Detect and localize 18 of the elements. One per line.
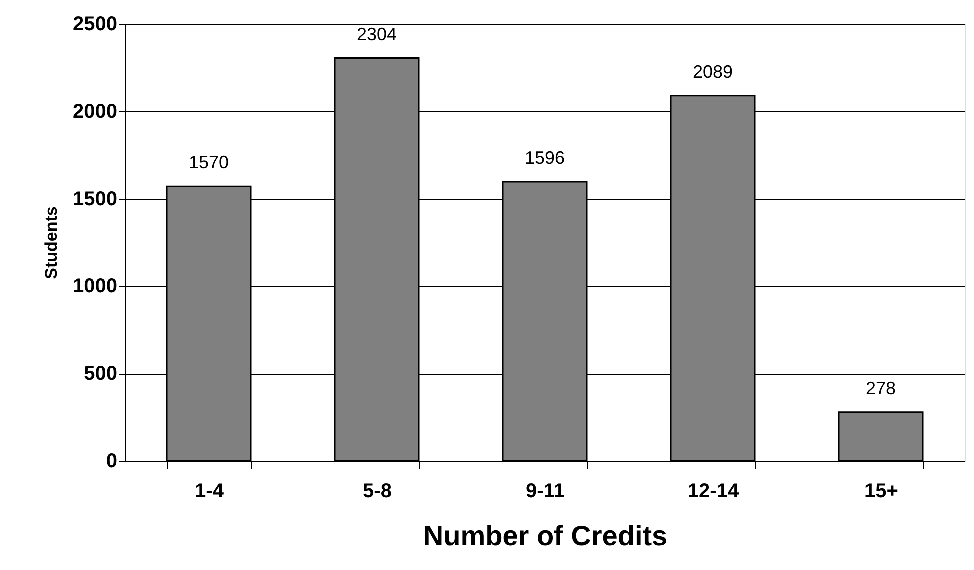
x-tick-label: 9-11 <box>526 480 565 502</box>
x-tick-label: 5-8 <box>363 480 392 502</box>
y-tick-label: 2000 <box>73 100 118 123</box>
y-tick-label: 1500 <box>73 188 118 210</box>
x-tick-label: 1-4 <box>195 480 225 502</box>
data-label: 278 <box>866 378 896 398</box>
y-tick-label: 0 <box>106 450 118 472</box>
x-tick-label: 12-14 <box>688 480 740 502</box>
y-axis-title: Students <box>42 206 62 280</box>
x-axis-title: Number of Credits <box>423 520 668 552</box>
data-label: 1570 <box>188 152 230 173</box>
y-tick-label: 1000 <box>73 276 118 298</box>
data-label: 2089 <box>692 62 734 82</box>
x-tick-label: 15+ <box>864 480 898 502</box>
y-tick-label: 500 <box>84 363 118 386</box>
data-label: 2304 <box>356 24 398 44</box>
data-label: 1596 <box>524 148 566 168</box>
y-tick-label: 2500 <box>73 14 118 36</box>
